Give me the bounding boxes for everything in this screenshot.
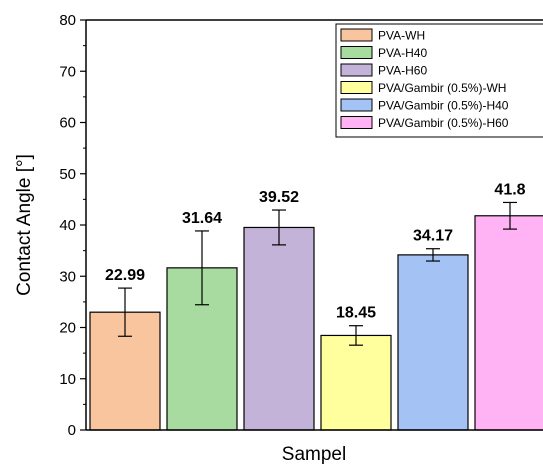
y-tick-label: 30 <box>59 268 76 285</box>
legend: PVA-WH PVA-H40 PVA-H60 PVA/Gambir (0.5%)-WH… <box>335 23 543 138</box>
y-tick-label: 60 <box>59 115 76 132</box>
legend-label: PVA/Gambir (0.5%)-H40 <box>378 99 509 113</box>
legend-label: PVA/Gambir (0.5%)-H60 <box>378 116 509 130</box>
data-label: 18.45 <box>336 305 376 322</box>
legend-label: PVA-H60 <box>378 64 427 78</box>
y-tick-label: 20 <box>59 320 76 337</box>
legend-swatch <box>340 116 373 129</box>
y-axis-title: Contact Angle [°] <box>14 154 35 296</box>
bars <box>89 215 543 431</box>
error-bars <box>118 201 517 346</box>
data-label: 39.52 <box>259 189 299 206</box>
y-axis-ticks: 0 10 20 30 40 50 60 70 80 <box>59 12 86 439</box>
data-labels: 22.99 31.64 39.52 18.45 34.17 41.8 <box>105 181 526 321</box>
bar <box>397 254 469 431</box>
legend-swatch <box>340 46 373 59</box>
y-tick-label: 40 <box>59 217 76 234</box>
legend-label: PVA/Gambir (0.5%)-WH <box>378 81 506 95</box>
data-label: 31.64 <box>182 210 222 227</box>
legend-swatch <box>340 98 373 112</box>
legend-swatch <box>340 28 373 42</box>
legend-label: PVA-WH <box>378 29 425 43</box>
legend-label: PVA-H40 <box>378 46 427 60</box>
data-label: 41.8 <box>494 181 525 198</box>
legend-swatch <box>340 63 373 77</box>
bar <box>320 334 392 431</box>
data-label: 34.17 <box>413 228 453 245</box>
y-tick-label: 70 <box>59 63 76 80</box>
y-tick-label: 80 <box>59 12 76 29</box>
x-axis-title: Sampel <box>282 444 346 465</box>
bar <box>243 226 315 431</box>
y-tick-label: 10 <box>59 371 76 388</box>
y-tick-label: 50 <box>59 166 76 183</box>
y-tick-label: 0 <box>68 422 76 439</box>
data-label: 22.99 <box>105 267 145 284</box>
bar <box>474 215 543 431</box>
legend-swatch <box>340 81 373 94</box>
